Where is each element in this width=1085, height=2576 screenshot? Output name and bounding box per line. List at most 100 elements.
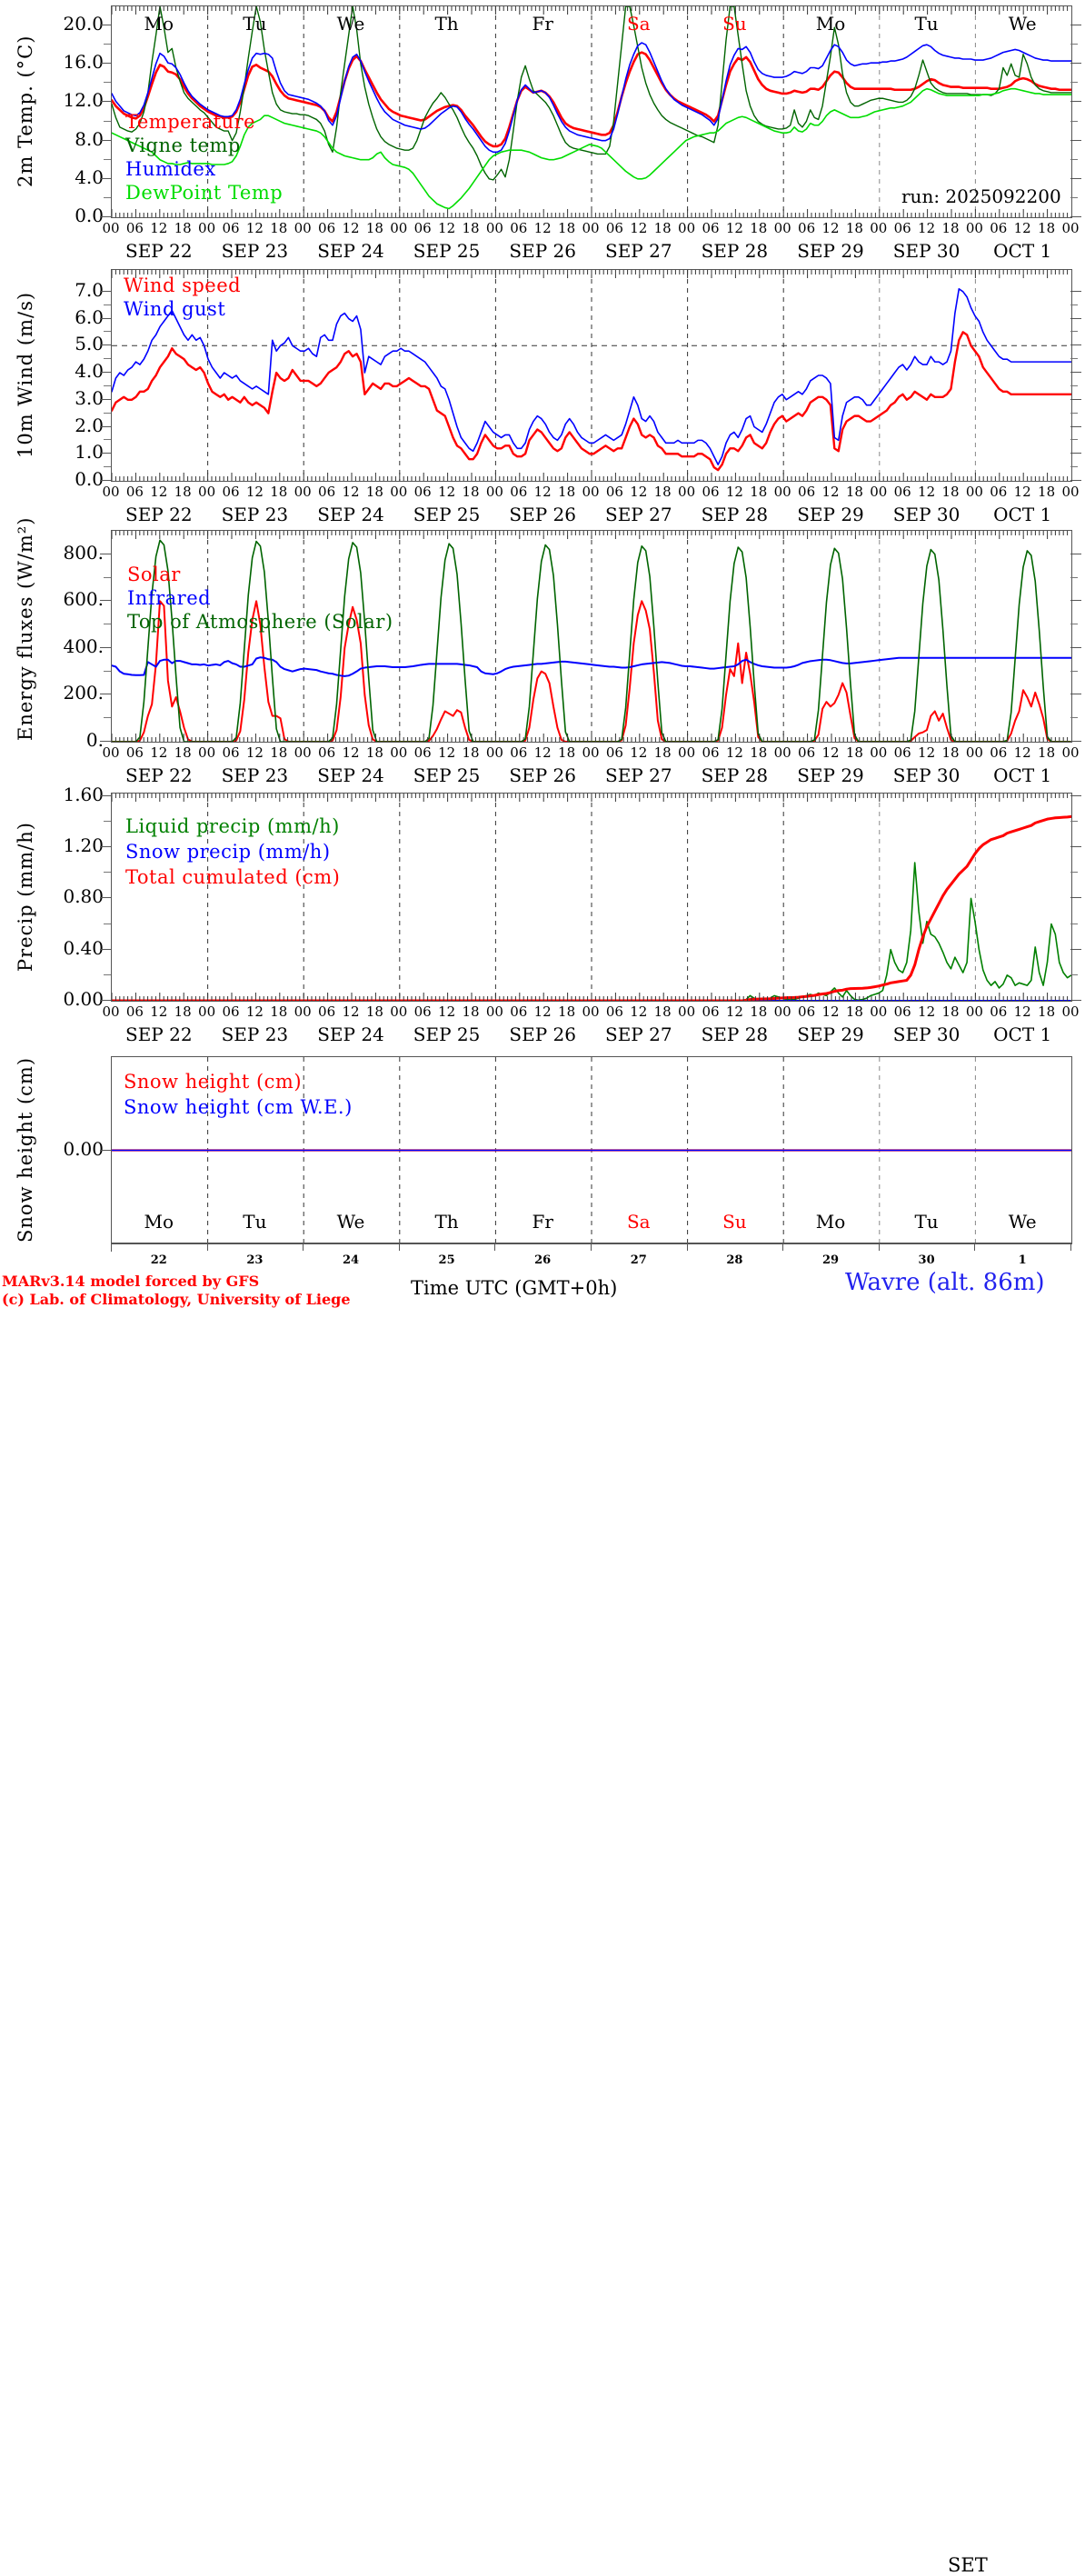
hour-tick-label: 12 [245,220,264,236]
plot-area-temperature [111,5,1072,218]
hour-tick-label: 18 [750,484,768,500]
hour-tick-label: 18 [750,220,768,236]
y-tick-mark-minor [104,439,111,441]
bottom-day-number: 22 [150,1253,167,1267]
series-line [112,539,1071,742]
y-tick-mark-minor [104,196,111,198]
y-tick-mark [100,897,111,899]
y-tick-label: 5.0 [75,333,104,355]
hour-tick-label: 06 [222,1003,240,1020]
hour-tick-label: 18 [750,744,768,761]
y-tick-mark-minor [104,466,111,468]
hour-tick-label: 06 [413,1003,432,1020]
date-label: OCT 1 [993,504,1052,525]
bottom-day-name: Sa [626,1211,651,1233]
date-label: SEP 23 [221,504,289,525]
y-tick-label: 8.0 [75,127,104,150]
hour-tick-label: 12 [150,744,168,761]
y-tick-mark-minor [104,717,111,719]
bottom-day-name: We [336,1211,365,1233]
bottom-day-name: We [1008,1211,1037,1233]
bottom-axis-tick [974,1243,976,1251]
hour-tick-label: 12 [630,220,648,236]
bottom-day-name: Mo [144,1211,174,1233]
date-label: SEP 24 [317,1023,384,1045]
hour-tick-label: 12 [342,220,360,236]
y-tick-mark [100,317,111,319]
y-tick-mark [100,344,111,346]
y-tick-label: 800. [63,541,104,564]
series-line [112,862,1071,1001]
hour-tick-label: 06 [798,220,816,236]
date-label: SEP 29 [797,240,864,262]
hour-tick-label: 00 [678,1003,696,1020]
hour-tick-label: 06 [510,744,528,761]
y-tick-mark-right [1070,216,1081,217]
hour-tick-label: 06 [605,744,623,761]
bottom-day-number: 30 [918,1253,935,1267]
hour-tick-label: 00 [198,220,216,236]
bottom-axis-tick [398,1243,400,1251]
y-tick-label: 600. [63,588,104,611]
y-tick-mark-minor [104,412,111,414]
y-tick-label: 0. [85,729,104,751]
tick-comb-top [112,270,1069,278]
footer-lab-credit: (c) Lab. of Climatology, University of L… [2,1291,351,1308]
hour-tick-label: 00 [965,220,983,236]
y-tick-mark-right [1070,948,1081,950]
hour-tick-label: 06 [893,1003,911,1020]
hour-tick-label: 18 [558,1003,576,1020]
date-label: SEP 22 [125,240,193,262]
hour-tick-label: 00 [773,484,791,500]
y-tick-label: 1.60 [63,783,104,805]
hour-tick-label: 00 [294,1003,312,1020]
y-tick-mark [100,646,111,648]
series-line [112,87,1071,210]
y-tick-mark [100,290,111,292]
hour-tick-label: 06 [318,744,336,761]
hour-tick-label: 12 [533,744,552,761]
hour-tick-label: 12 [1013,744,1031,761]
hour-tick-label: 12 [533,220,552,236]
hour-tick-label: 18 [845,484,863,500]
hour-tick-label: 00 [965,484,983,500]
hour-tick-label: 12 [533,484,552,500]
hour-tick-label: 06 [413,744,432,761]
hour-tick-label: 18 [845,220,863,236]
y-tick-mark-right [1070,177,1081,179]
y-tick-label: 3.0 [75,386,104,409]
hour-tick-label: 00 [773,744,791,761]
hour-tick-label: 18 [365,1003,383,1020]
hour-tick-label: 18 [462,744,480,761]
bottom-axis-left-edge [111,1056,112,1252]
y-tick-label: 400. [63,634,104,657]
y-tick-mark-right-minor [1070,196,1078,198]
date-label: SEP 27 [605,1023,672,1045]
y-tick-mark-minor [104,872,111,874]
bottom-axis-tick [591,1243,592,1251]
time-axis-label-overlap: SET [948,2554,988,2576]
hour-tick-label: 00 [773,220,791,236]
bottom-day-number: 26 [534,1253,552,1267]
y-tick-mark-right [1070,290,1081,292]
bottom-axis-tick [878,1243,880,1251]
hour-tick-label: 12 [630,1003,648,1020]
y-tick-mark-right [1070,600,1081,602]
hour-tick-label: 06 [510,484,528,500]
bottom-day-name: Tu [914,1211,939,1233]
hour-tick-label: 18 [270,1003,288,1020]
hour-tick-row: 00 06 12 18 00 06 12 18 00 06 12 18 00 06 12 18 00 06 12 18… [0,1003,1085,1022]
hour-tick-label: 00 [390,1003,408,1020]
chart-svg-energy [112,531,1071,742]
y-tick-mark [100,177,111,179]
hour-tick-label: 00 [582,1003,600,1020]
y-tick-mark [100,846,111,848]
hour-tick-label: 06 [222,220,240,236]
date-label: SEP 29 [797,504,864,525]
hour-tick-label: 06 [222,484,240,500]
y-tick-mark-right-minor [1070,384,1078,386]
bottom-day-name: Tu [243,1211,267,1233]
hour-tick-label: 00 [1061,744,1080,761]
hour-tick-label: 18 [558,744,576,761]
hour-tick-label: 00 [1061,484,1080,500]
